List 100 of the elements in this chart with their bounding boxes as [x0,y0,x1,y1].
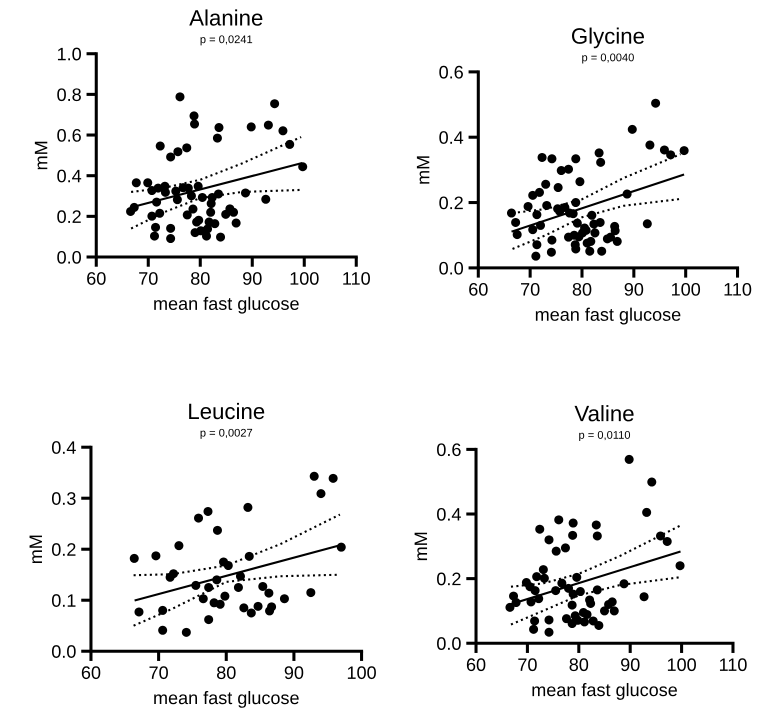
x-tick-label: 80 [570,658,588,672]
point [156,142,165,151]
point [544,628,554,637]
point [212,134,222,143]
point [587,210,596,220]
y-tick-label: 0.6 [57,128,81,142]
point [214,123,224,132]
point [592,531,602,540]
x-tick-label: 100 [348,666,376,680]
point [531,252,540,261]
x-tick-label: 70 [139,272,158,285]
point [529,624,538,634]
point [267,602,276,612]
point [328,474,338,483]
point [564,584,574,593]
y-tick-label: 0.4 [57,170,82,182]
point [246,122,256,132]
point [182,143,192,152]
point [554,515,564,524]
point [212,526,222,535]
chart-subtitle: p = 0,0241 [200,35,252,46]
point [575,177,584,186]
point [557,578,566,588]
point [194,514,204,523]
point [147,212,156,221]
y-axis-title: mM [416,156,430,184]
point [168,569,178,578]
y-tick-label: 0.8 [57,88,81,102]
point [572,218,582,228]
point [280,594,289,604]
point [186,191,196,200]
x-tick-label: 60 [87,272,106,285]
point [174,541,184,550]
point [592,520,601,530]
point [564,164,574,174]
point [232,218,241,228]
point [198,192,207,202]
point [130,202,139,212]
point [606,232,616,242]
point [656,531,666,540]
point [182,210,192,220]
point [234,582,243,592]
point [542,200,552,210]
point [528,225,538,234]
point [585,246,594,256]
point [152,198,162,207]
point [532,572,542,582]
point [535,524,544,534]
point [151,551,160,560]
y-axis-title: mM [34,142,48,170]
point [158,626,168,635]
point [536,220,546,230]
point [316,489,326,498]
point [524,202,533,211]
point [568,530,578,540]
point [158,606,168,615]
point [680,146,689,156]
point [336,542,346,552]
point [642,219,652,228]
point [612,236,622,246]
y-tick-label: 0.3 [52,492,76,505]
point [132,178,141,188]
x-axis-title: mean fast glucose [154,690,299,708]
point [571,198,580,208]
point [628,124,637,134]
x-tick-label: 60 [469,282,488,296]
point [538,565,548,574]
point [624,454,634,464]
chart-subtitle: p = 0,0110 [579,430,630,442]
point [151,222,160,232]
point [576,587,585,596]
chart-subtitle: p = 0,0027 [200,428,252,439]
point [198,594,208,604]
point [166,234,176,244]
x-tick-label: 100 [672,282,700,296]
y-axis-title: mM [414,532,428,560]
x-tick-label: 60 [466,658,486,672]
chart-title: Leucine [189,402,264,420]
y-tick-label: 0.0 [57,250,81,264]
point [244,552,254,561]
point [506,208,516,218]
point [206,208,216,217]
point [592,585,602,594]
point [239,603,248,612]
point [594,148,604,158]
x-tick-label: 80 [191,272,210,285]
y-tick-label: 0.0 [439,262,464,275]
point [660,145,669,154]
point [155,208,164,218]
point [285,140,294,149]
point [534,188,544,197]
point [572,572,582,582]
point [130,554,139,563]
x-tick-label: 90 [624,282,644,296]
point [582,610,592,619]
point [212,575,222,584]
x-tick-label: 90 [243,272,262,285]
point [310,472,319,481]
chart-title: Alanine [189,9,262,26]
point [512,230,522,240]
